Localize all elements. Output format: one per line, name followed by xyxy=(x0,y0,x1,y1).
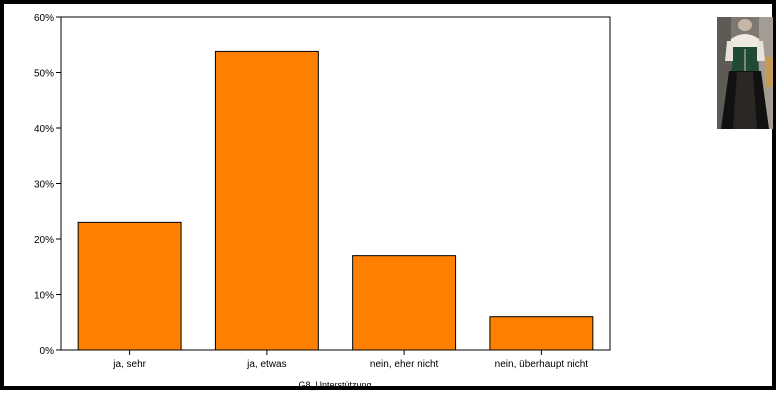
bar xyxy=(489,316,594,351)
y-tick-label: 10% xyxy=(34,291,54,302)
y-axis: 0% 10% 20% 30% 40% 50% 60% xyxy=(34,13,61,357)
x-tick-label: ja, sehr xyxy=(112,359,146,370)
x-tick-label: nein, eher nicht xyxy=(370,359,439,370)
y-tick-label: 0% xyxy=(40,346,55,357)
bars xyxy=(77,50,594,351)
bar xyxy=(352,255,457,351)
y-tick-label: 30% xyxy=(34,180,54,191)
y-tick-label: 40% xyxy=(34,124,54,135)
y-tick-label: 50% xyxy=(34,69,54,80)
bar xyxy=(214,50,319,351)
x-axis: ja, sehr ja, etwas nein, eher nicht nein, ü… xyxy=(112,350,588,370)
x-axis-title: G8_Unterstützung xyxy=(298,380,371,390)
x-tick-label: ja, etwas xyxy=(246,359,286,370)
x-tick-label: nein, überhaupt nicht xyxy=(495,359,589,370)
bar xyxy=(77,221,182,351)
bar-chart: 0% 10% 20% 30% 40% 50% 60% ja, sehr ja, etwas ne… xyxy=(34,13,611,390)
dirndl-photo xyxy=(717,17,773,129)
y-tick-label: 60% xyxy=(34,13,54,24)
y-tick-label: 20% xyxy=(34,235,54,246)
